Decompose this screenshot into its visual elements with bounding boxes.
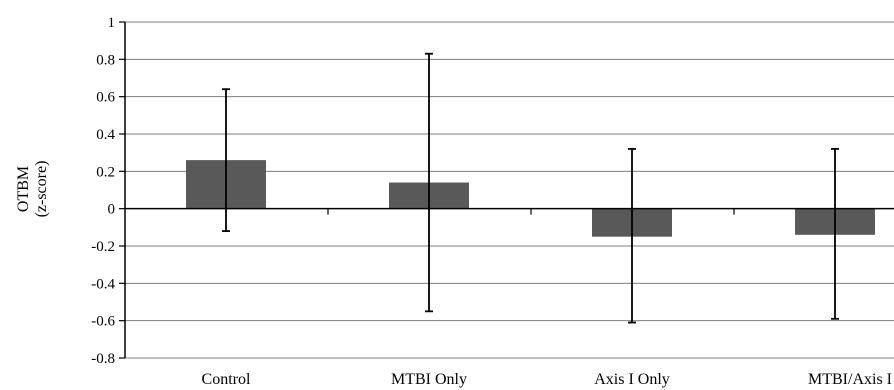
category-label: MTBI/Axis I: [808, 371, 892, 388]
y-axis-label-line1: OTBM: [15, 166, 32, 212]
category-labels: Control MTBI Only Axis I Only MTBI/Axis I: [202, 371, 892, 388]
y-axis-label-line2: (z-score): [33, 161, 50, 218]
error-bars: [222, 52, 839, 324]
axes: [124, 22, 894, 358]
category-label: MTBI Only: [391, 371, 467, 388]
y-tick-label: -0.6: [91, 314, 115, 330]
y-tick-label: 0.8: [96, 52, 115, 68]
y-tick-label: -0.8: [91, 351, 115, 367]
y-tick-label: 1: [108, 15, 116, 31]
y-tick-label: -0.4: [91, 276, 115, 292]
y-tick-label: 0.6: [96, 90, 115, 106]
category-label: Axis I Only: [594, 371, 670, 388]
y-tick-label: -0.2: [91, 239, 115, 255]
category-label: Control: [202, 371, 251, 388]
y-tick-labels: 1 0.8 0.6 0.4 0.2 0 -0.2 -0.4 -0.6 -0.8: [91, 15, 125, 367]
y-tick-label: 0.4: [96, 127, 115, 143]
y-tick-label: 0.2: [96, 164, 115, 180]
y-tick-label: 0: [108, 202, 116, 218]
